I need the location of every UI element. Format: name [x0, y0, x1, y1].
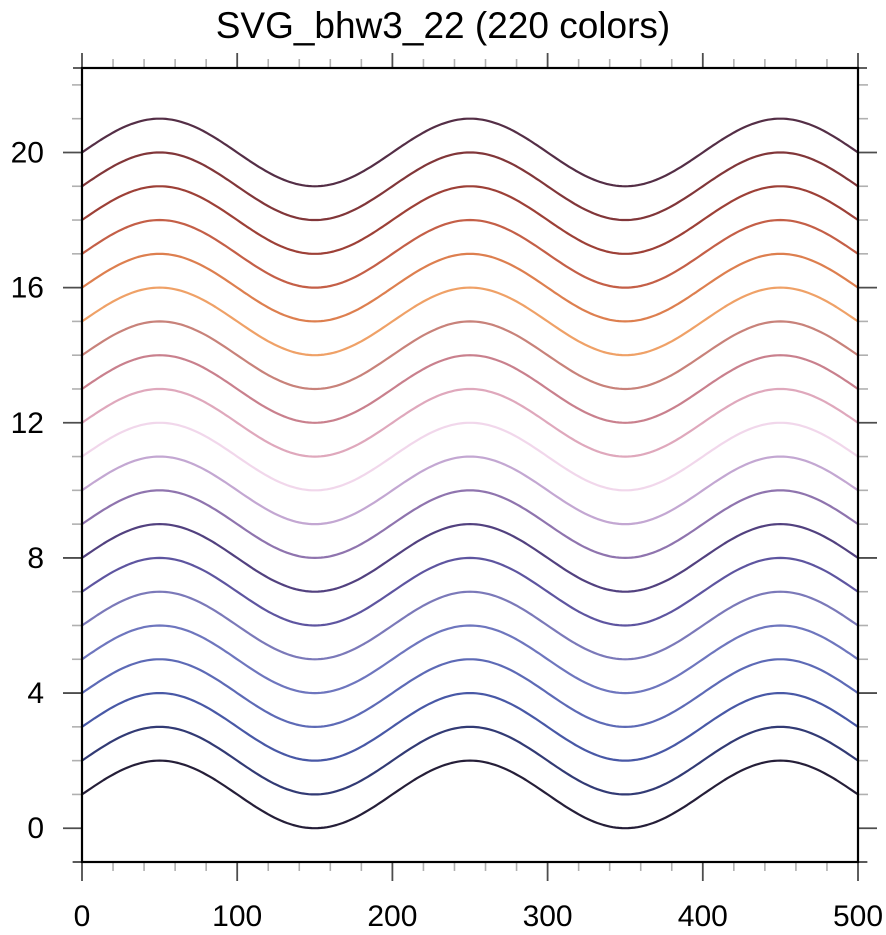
- curve-line-curve-04: [80, 658, 860, 729]
- curve-line-curve-03: [80, 691, 860, 762]
- curve-line-curve-12: [80, 387, 860, 458]
- curve-line-curve-11: [80, 421, 860, 492]
- plot-frame: [80, 66, 860, 864]
- curve-line-curve-16: [80, 252, 860, 323]
- y-tick-label: 4: [27, 677, 44, 710]
- y-tick-label: 16: [11, 272, 44, 305]
- curve-line-curve-02: [80, 725, 860, 796]
- x-tick-label: 0: [74, 900, 91, 933]
- curve-line-curve-08: [80, 522, 860, 593]
- x-tick-label: 200: [367, 900, 417, 933]
- y-tick-label: 20: [11, 136, 44, 169]
- curve-line-curve-07: [80, 556, 860, 627]
- chart-title: SVG_bhw3_22 (220 colors): [215, 5, 671, 46]
- x-tick-label: 400: [678, 900, 728, 933]
- curve-line-curve-13: [80, 354, 860, 424]
- y-tick-label: 0: [27, 812, 44, 845]
- curve-line-curve-20: [80, 117, 860, 188]
- x-tick-label: 300: [523, 900, 573, 933]
- curve-line-curve-14: [80, 320, 860, 391]
- curve-line-curve-10: [80, 455, 860, 526]
- curve-line-curve-09: [80, 489, 860, 560]
- y-tick-label: 8: [27, 542, 44, 575]
- curve-line-curve-15: [80, 286, 860, 357]
- curve-line-curve-01: [80, 759, 860, 830]
- x-tick-label: 500: [833, 900, 883, 933]
- curve-line-curve-06: [80, 590, 860, 661]
- curve-line-curve-18: [80, 185, 860, 255]
- curve-line-curve-05: [80, 624, 860, 695]
- curve-line-curve-17: [80, 218, 860, 289]
- y-tick-label: 12: [11, 407, 44, 440]
- x-tick-label: 100: [212, 900, 262, 933]
- curve-line-curve-19: [80, 151, 860, 222]
